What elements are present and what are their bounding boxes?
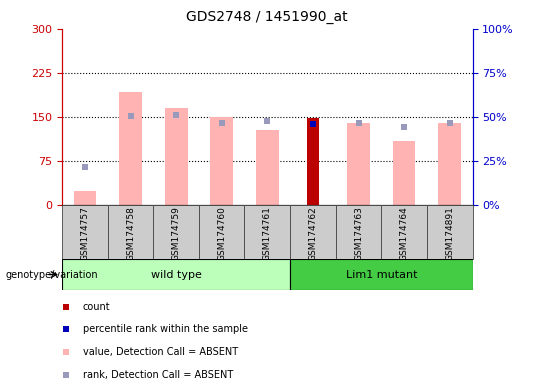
Bar [245, 205, 290, 259]
Text: wild type: wild type [151, 270, 201, 280]
Bar [210, 117, 233, 205]
Text: GSM174762: GSM174762 [308, 207, 318, 261]
Text: GSM174757: GSM174757 [80, 207, 90, 262]
Text: count: count [83, 302, 110, 312]
Bar [62, 259, 290, 290]
Bar [347, 123, 370, 205]
Text: Lim1 mutant: Lim1 mutant [346, 270, 417, 280]
Bar [381, 205, 427, 259]
Bar [199, 205, 245, 259]
Bar [290, 259, 472, 290]
Bar [290, 205, 336, 259]
Bar [427, 205, 472, 259]
Bar [336, 205, 381, 259]
Bar [73, 191, 96, 205]
Text: GSM174764: GSM174764 [400, 207, 409, 261]
Bar [62, 205, 107, 259]
Bar [107, 205, 153, 259]
Text: GSM174891: GSM174891 [445, 207, 454, 262]
Bar [119, 92, 142, 205]
Bar [256, 130, 279, 205]
Bar [165, 108, 187, 205]
Bar [307, 118, 319, 205]
Text: rank, Detection Call = ABSENT: rank, Detection Call = ABSENT [83, 369, 233, 380]
Text: percentile rank within the sample: percentile rank within the sample [83, 324, 248, 334]
Text: value, Detection Call = ABSENT: value, Detection Call = ABSENT [83, 347, 238, 357]
Bar [153, 205, 199, 259]
Text: genotype/variation: genotype/variation [5, 270, 98, 280]
Title: GDS2748 / 1451990_at: GDS2748 / 1451990_at [186, 10, 348, 23]
Text: GSM174758: GSM174758 [126, 207, 135, 262]
Text: GSM174759: GSM174759 [172, 207, 180, 262]
Bar [438, 123, 461, 205]
Bar [393, 141, 415, 205]
Text: GSM174761: GSM174761 [263, 207, 272, 262]
Text: GSM174763: GSM174763 [354, 207, 363, 262]
Text: GSM174760: GSM174760 [217, 207, 226, 262]
